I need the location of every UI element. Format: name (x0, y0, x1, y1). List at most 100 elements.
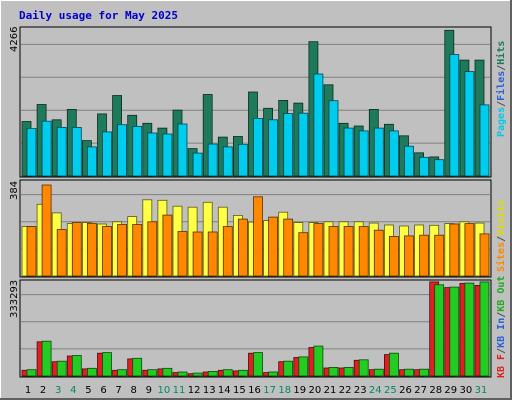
kbytes-bar-kb-out-19 (298, 356, 309, 377)
kbytes-bar-kb-out-20 (313, 345, 324, 377)
hits-bar-hits-13 (202, 94, 213, 177)
hits-bar-pages-7 (117, 124, 127, 177)
kbytes-legend-part-4: KB Out (496, 276, 507, 312)
x-label-11: 11 (173, 385, 186, 396)
hits-y-max-label: 4266 (9, 27, 20, 52)
hits-bar-pages-21 (328, 100, 339, 177)
kbytes-bar-kb-out-23 (358, 359, 369, 377)
x-label-23: 23 (354, 385, 367, 396)
x-label-24: 24 (369, 385, 382, 396)
hits-bar-pages-19 (298, 112, 309, 177)
hits-legend: Pages/Files/Hits (495, 41, 507, 137)
kbytes-bar-kb-out-28 (434, 284, 445, 377)
hits-bar-pages-14 (222, 146, 233, 177)
kbytes-bar-kb-out-5 (87, 367, 97, 377)
x-label-27: 27 (414, 385, 427, 396)
kbytes-bar-kb-out-2 (41, 340, 52, 377)
hits-bar-pages-4 (71, 127, 82, 177)
visits-bar-sites-21 (328, 226, 339, 277)
kbytes-bar-kb-out-27 (419, 368, 430, 377)
visits-bar-sites-9 (147, 221, 158, 277)
visits-bar-sites-12 (192, 231, 203, 277)
kbytes-legend: KB F/KB In/KB Out (496, 276, 507, 378)
kbytes-bar-kb-out-11 (177, 371, 188, 377)
visits-bar-sites-30 (464, 223, 475, 277)
hits-bar-pages-29 (449, 54, 460, 177)
hits-bar-pages-23 (358, 130, 369, 177)
x-label-10: 10 (158, 385, 171, 396)
x-label-22: 22 (339, 385, 352, 396)
hits-bar-pages-3 (56, 127, 67, 177)
visits-bar-sites-2 (41, 184, 52, 277)
chart-title: Daily usage for May 2025 (19, 9, 178, 22)
visits-bar-sites-22 (343, 226, 354, 277)
x-label-21: 21 (324, 385, 337, 396)
x-axis-labels: 1 2 3 4 5 6 7 8 9 10 11 12 13 14 15 16 17 18 19 20 21 22 23 24 2… (25, 385, 488, 396)
x-label-17: 17 (263, 385, 276, 396)
kbytes-legend-part-0: KB F (496, 354, 507, 378)
kbytes-bar-kb-out-16 (253, 352, 263, 377)
visits-bar-sites-5 (87, 222, 97, 277)
hits-bar-pages-26 (404, 145, 414, 177)
kbytes-bar-kb-out-9 (147, 369, 158, 377)
hits-bar-pages-20 (313, 73, 324, 177)
x-label-28: 28 (429, 385, 442, 396)
visits-bar-sites-24 (373, 229, 384, 277)
kbytes-bar-kb-out-12 (192, 372, 203, 377)
visits-bar-sites-16 (253, 196, 263, 277)
x-label-29: 29 (444, 385, 457, 396)
kbytes-bar-kb-out-31 (479, 281, 490, 377)
x-label-15: 15 (233, 385, 246, 396)
hits-bar-pages-28 (434, 159, 445, 177)
kbytes-legend-part-1: / (496, 348, 507, 354)
x-label-18: 18 (278, 385, 291, 396)
kbytes-bar-kb-out-14 (222, 369, 233, 377)
hits-bar-pages-22 (343, 127, 354, 177)
x-label-7: 7 (115, 385, 121, 396)
hits-bar-pages-17 (268, 119, 279, 177)
x-label-20: 20 (309, 385, 322, 396)
hits-bar-pages-13 (207, 143, 218, 177)
kbytes-bar-kb-out-4 (71, 355, 82, 377)
visits-legend: Sites/Visits (495, 200, 507, 272)
visits-legend-part-1: / (496, 236, 507, 242)
kbytes-bar-kb-out-22 (343, 366, 354, 377)
x-label-14: 14 (218, 385, 231, 396)
hits-bar-pages-2 (41, 120, 52, 177)
visits-bar-sites-17 (268, 216, 279, 277)
visits-bar-sites-25 (388, 235, 399, 277)
x-label-5: 5 (85, 385, 91, 396)
hits-legend-part-4: Hits (495, 41, 507, 65)
kbytes-bar-kb-out-6 (102, 352, 112, 377)
hits-legend-part-0: Pages (496, 107, 507, 137)
hits-bar-pages-30 (464, 71, 475, 177)
x-label-13: 13 (203, 385, 216, 396)
x-label-25: 25 (384, 385, 397, 396)
visits-legend-part-0: Sites (495, 242, 507, 272)
visits-bar-sites-31 (479, 233, 490, 277)
hits-bar-pages-9 (147, 132, 158, 177)
kbytes-bar-kb-out-1 (26, 369, 37, 377)
hits-bar-pages-10 (162, 133, 173, 177)
x-label-2: 2 (40, 385, 46, 396)
visits-y-max-label: 384 (9, 181, 20, 200)
hits-bar-pages-5 (87, 146, 97, 177)
visits-bar-sites-28 (434, 234, 445, 277)
hits-bar-pages-8 (132, 126, 143, 177)
kbytes-bar-kb-out-8 (132, 357, 143, 377)
hits-bar-pages-1 (26, 128, 37, 177)
visits-bar-sites-8 (132, 224, 143, 277)
x-label-19: 19 (293, 385, 306, 396)
x-label-26: 26 (399, 385, 412, 396)
kbytes-bar-kb-out-25 (388, 352, 399, 377)
kbytes-bar-kb-out-13 (207, 370, 218, 377)
kbytes-bar-kb-out-7 (117, 369, 127, 377)
kbytes-bar-kb-out-29 (449, 286, 460, 377)
x-label-6: 6 (100, 385, 106, 396)
x-label-12: 12 (188, 385, 201, 396)
hits-bar-pages-18 (283, 113, 294, 177)
visits-bar-sites-18 (283, 218, 294, 277)
x-label-1: 1 (25, 385, 31, 396)
kbytes-bar-kb-out-30 (464, 282, 475, 377)
